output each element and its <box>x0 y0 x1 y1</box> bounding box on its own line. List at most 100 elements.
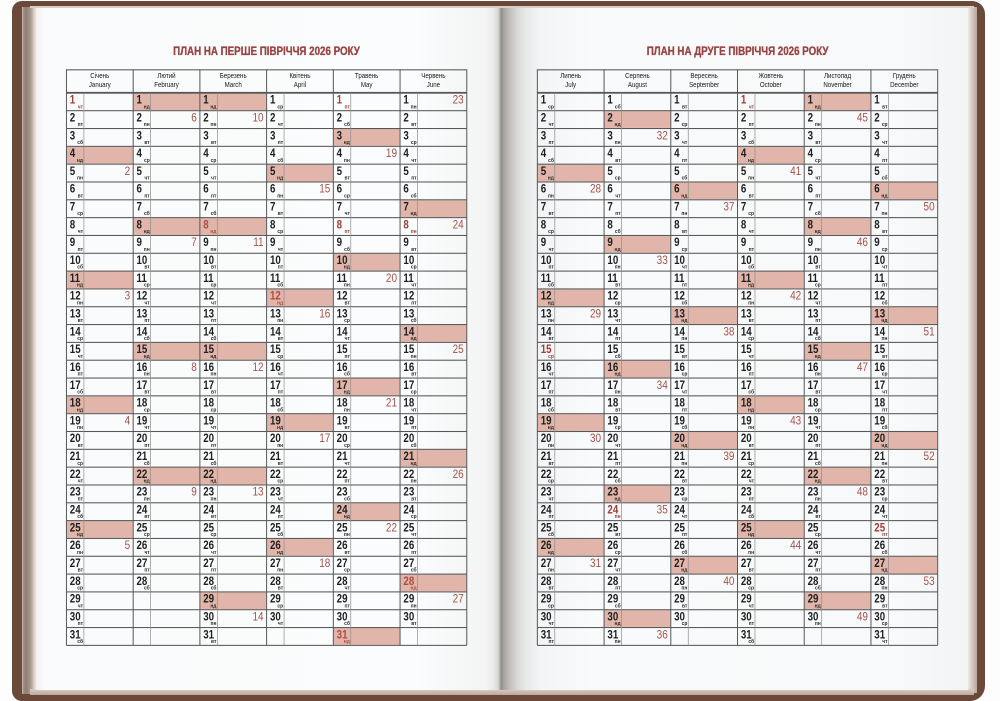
svg-text:15: 15 <box>203 343 214 356</box>
svg-text:пн: пн <box>210 122 216 128</box>
svg-text:пн: пн <box>210 621 216 627</box>
svg-text:нд: нд <box>815 354 822 360</box>
svg-text:10: 10 <box>674 254 685 267</box>
svg-text:26: 26 <box>70 539 81 552</box>
svg-text:15: 15 <box>541 343 552 356</box>
svg-text:18: 18 <box>541 397 552 410</box>
svg-text:7: 7 <box>741 201 746 214</box>
svg-text:пн: пн <box>411 478 417 484</box>
svg-text:19: 19 <box>808 415 819 428</box>
svg-text:пт: пт <box>615 585 621 591</box>
svg-text:вт: вт <box>144 264 150 270</box>
svg-text:40: 40 <box>723 575 734 588</box>
svg-text:13: 13 <box>270 308 281 321</box>
svg-text:23: 23 <box>70 486 81 499</box>
svg-text:25: 25 <box>337 522 348 535</box>
svg-text:1: 1 <box>541 94 546 107</box>
svg-text:29: 29 <box>874 593 885 606</box>
svg-text:сб: сб <box>411 566 417 574</box>
svg-text:пт: пт <box>815 193 821 199</box>
svg-text:4: 4 <box>137 147 142 160</box>
svg-text:30: 30 <box>270 611 281 624</box>
svg-text:нд: нд <box>410 211 417 217</box>
svg-text:вт: вт <box>882 603 888 609</box>
svg-text:пт: пт <box>144 318 150 324</box>
svg-text:27: 27 <box>741 557 752 570</box>
svg-text:пн: пн <box>144 371 150 377</box>
svg-text:чт: чт <box>278 621 284 627</box>
svg-text:29: 29 <box>541 593 552 606</box>
svg-text:6: 6 <box>403 183 408 196</box>
svg-text:28: 28 <box>541 575 552 588</box>
svg-text:пт: пт <box>344 354 350 360</box>
svg-text:51: 51 <box>924 326 935 339</box>
svg-text:4: 4 <box>125 415 131 428</box>
svg-text:пн: пн <box>77 550 83 556</box>
svg-text:5: 5 <box>541 165 546 178</box>
svg-text:23: 23 <box>541 486 552 499</box>
svg-text:ср: ср <box>615 550 621 556</box>
svg-text:чт: чт <box>278 371 284 377</box>
svg-text:24: 24 <box>453 219 464 232</box>
svg-text:22: 22 <box>541 468 552 481</box>
svg-text:вт: вт <box>549 336 555 342</box>
svg-text:16: 16 <box>70 361 81 374</box>
svg-text:26: 26 <box>808 539 819 552</box>
svg-text:вт: вт <box>211 639 217 645</box>
svg-text:сб: сб <box>748 263 754 271</box>
svg-text:сб: сб <box>615 103 621 111</box>
svg-text:7: 7 <box>808 201 813 214</box>
svg-text:2: 2 <box>125 165 131 178</box>
svg-text:1: 1 <box>874 94 879 107</box>
svg-text:Травень: Травень <box>355 73 379 80</box>
svg-text:нд: нд <box>144 104 151 110</box>
svg-text:чт: чт <box>278 122 284 128</box>
svg-text:ср: ср <box>682 122 688 128</box>
svg-text:27: 27 <box>674 557 685 570</box>
svg-text:18: 18 <box>874 397 885 410</box>
svg-text:26: 26 <box>674 539 685 552</box>
svg-text:30: 30 <box>874 611 885 624</box>
svg-text:чт: чт <box>682 264 688 270</box>
svg-text:12: 12 <box>252 361 263 374</box>
svg-text:5: 5 <box>874 165 879 178</box>
svg-text:1: 1 <box>270 94 275 107</box>
svg-text:нд: нд <box>548 175 555 181</box>
svg-text:сб: сб <box>344 121 350 129</box>
svg-text:3: 3 <box>337 130 342 143</box>
svg-text:48: 48 <box>857 486 868 499</box>
svg-text:ср: ср <box>615 175 621 181</box>
svg-text:пн: пн <box>815 247 821 253</box>
svg-text:ср: ср <box>144 157 150 163</box>
svg-text:11: 11 <box>607 272 617 285</box>
svg-text:пн: пн <box>277 318 283 324</box>
svg-text:пт: пт <box>344 603 350 609</box>
svg-text:пт: пт <box>278 264 284 270</box>
svg-text:29: 29 <box>70 593 81 606</box>
svg-text:21: 21 <box>674 450 685 463</box>
svg-text:вт: вт <box>549 585 555 591</box>
svg-text:13: 13 <box>541 308 552 321</box>
svg-text:30: 30 <box>403 611 414 624</box>
svg-text:сб: сб <box>815 459 821 467</box>
svg-text:12: 12 <box>541 290 552 303</box>
svg-text:15: 15 <box>808 343 819 356</box>
svg-text:чт: чт <box>211 300 217 306</box>
svg-text:50: 50 <box>924 201 935 214</box>
svg-text:чт: чт <box>749 478 755 484</box>
svg-text:ср: ср <box>211 282 217 288</box>
svg-text:31: 31 <box>337 629 348 642</box>
svg-text:пт: пт <box>278 389 284 395</box>
svg-text:45: 45 <box>857 112 868 125</box>
svg-text:24: 24 <box>874 504 885 517</box>
svg-text:22: 22 <box>270 468 281 481</box>
svg-text:нд: нд <box>344 514 351 520</box>
svg-text:May: May <box>361 82 373 89</box>
svg-text:23: 23 <box>203 486 214 499</box>
svg-text:10: 10 <box>741 254 752 267</box>
svg-text:11: 11 <box>337 272 347 285</box>
svg-text:29: 29 <box>674 593 685 606</box>
svg-text:7: 7 <box>203 201 208 214</box>
svg-text:22: 22 <box>607 468 618 481</box>
svg-text:Листопад: Листопад <box>824 73 851 80</box>
